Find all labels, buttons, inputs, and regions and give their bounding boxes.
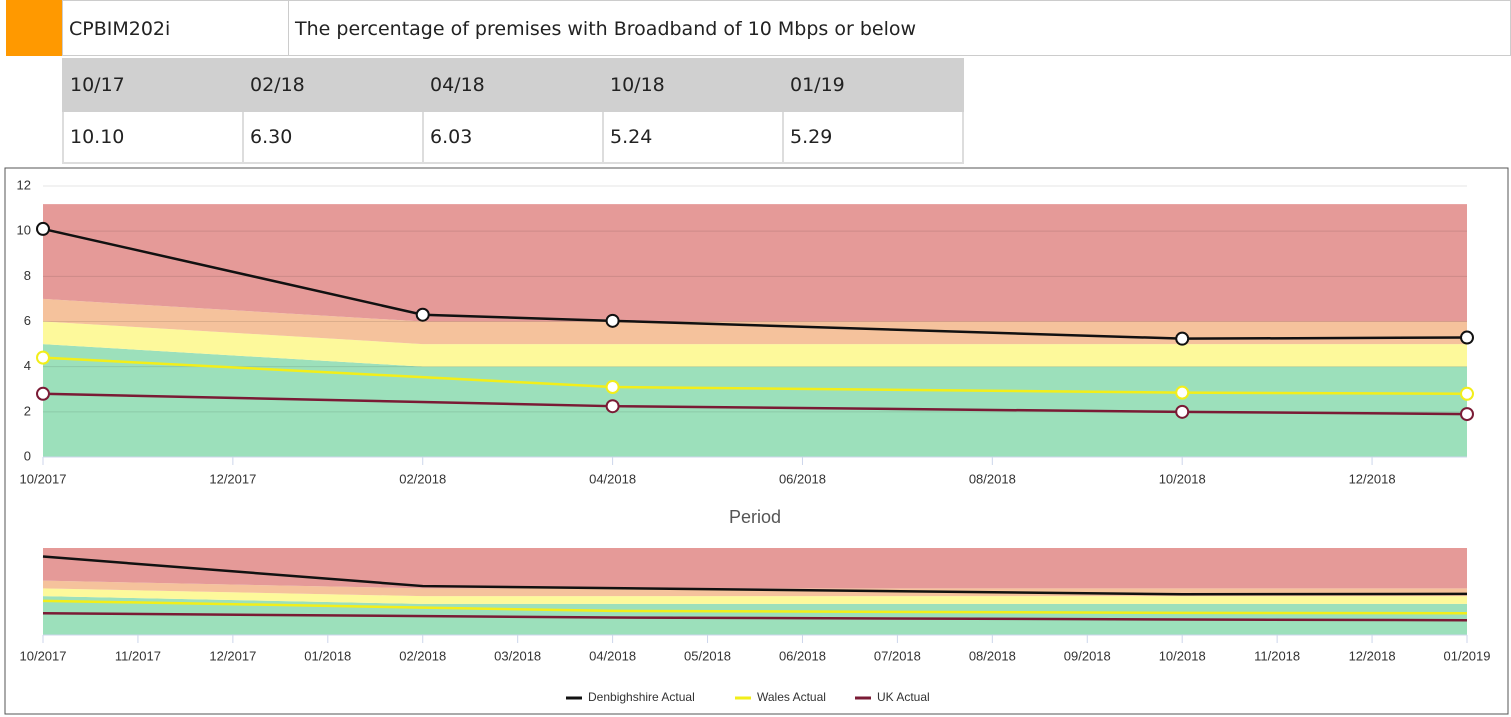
x-tick-label: 12/2018 xyxy=(1349,471,1396,486)
y-tick-label: 8 xyxy=(24,268,31,283)
row: 10.10 6.30 6.03 5.24 5.29 xyxy=(62,110,964,164)
nav-tick-label: 08/2018 xyxy=(969,648,1016,663)
x-tick-label: 08/2018 xyxy=(969,471,1016,486)
column-header: 02/18 xyxy=(242,58,424,112)
nav-line xyxy=(42,599,1468,615)
x-tick-label: 12/2017 xyxy=(209,471,256,486)
legend-label: UK Actual xyxy=(877,690,930,704)
chart-frame xyxy=(4,167,1509,715)
nav-tick-label: 10/2017 xyxy=(20,648,67,663)
nav-tick-label: 12/2017 xyxy=(209,648,256,663)
nav-tick-label: 04/2018 xyxy=(589,648,636,663)
x-tick-label: 02/2018 xyxy=(399,471,446,486)
marker xyxy=(36,221,50,236)
line xyxy=(42,392,1468,416)
nav-line xyxy=(42,555,1468,596)
nav-tick-label: 02/2018 xyxy=(399,648,446,663)
nav-tick-label: 03/2018 xyxy=(494,648,541,663)
marker xyxy=(605,399,620,414)
line xyxy=(42,356,1468,396)
band xyxy=(43,321,1467,367)
value-table: 10/17 02/18 04/18 10/18 01/19 10.10 6.30 6.03 5.… xyxy=(62,58,964,164)
nav-band xyxy=(43,588,1467,604)
column-header: 10/18 xyxy=(602,58,784,112)
nav-tick-label: 06/2018 xyxy=(779,648,826,663)
cell: 10.10 xyxy=(62,110,244,164)
y-tick-label: 12 xyxy=(17,177,31,192)
marker xyxy=(1460,330,1474,345)
cell: 6.03 xyxy=(422,110,604,164)
cell: 5.29 xyxy=(782,110,964,164)
x-tick-label: 10/2017 xyxy=(20,471,67,486)
band xyxy=(43,204,1467,322)
marker xyxy=(1460,386,1474,401)
nav-tick-label: 01/2018 xyxy=(304,648,351,663)
y-tick-label: 6 xyxy=(24,313,31,328)
marker xyxy=(605,313,620,328)
y-tick-label: 10 xyxy=(17,223,31,238)
marker xyxy=(1175,404,1190,419)
cell: 6.30 xyxy=(242,110,424,164)
nav-band xyxy=(43,596,1467,635)
marker xyxy=(605,379,620,394)
y-tick-label: 0 xyxy=(24,448,31,463)
legend-label: Denbighshire Actual xyxy=(588,690,695,704)
nav-band xyxy=(43,580,1467,597)
column-header: 04/18 xyxy=(422,58,604,112)
marker xyxy=(1175,331,1190,346)
column-header: 10/17 xyxy=(62,58,244,112)
marker xyxy=(1175,385,1190,400)
nav-tick-label: 10/2018 xyxy=(1159,648,1206,663)
legend-label: Wales Actual xyxy=(757,690,826,704)
x-tick-label: 04/2018 xyxy=(589,471,636,486)
nav-tick-label: 11/2017 xyxy=(115,648,161,663)
cell: 5.24 xyxy=(602,110,784,164)
nav-tick-label: 09/2018 xyxy=(1064,648,1111,663)
status-swatch xyxy=(6,0,62,56)
nav-tick-label: 01/2019 xyxy=(1444,648,1491,663)
x-tick-label: 10/2018 xyxy=(1159,471,1206,486)
band xyxy=(43,344,1467,457)
column-header: 01/19 xyxy=(782,58,964,112)
nav-tick-label: 11/2018 xyxy=(1254,648,1300,663)
x-tick-label: 06/2018 xyxy=(779,471,826,486)
y-tick-label: 4 xyxy=(24,358,31,373)
nav-band xyxy=(43,548,1467,589)
nav-tick-label: 05/2018 xyxy=(684,648,731,663)
y-tick-label: 2 xyxy=(24,403,31,418)
x-axis-title: Period xyxy=(729,507,781,527)
nav-tick-label: 12/2018 xyxy=(1349,648,1396,663)
nav-line xyxy=(42,612,1468,622)
header-row: 10/17 02/18 04/18 10/18 01/19 xyxy=(62,58,964,112)
marker xyxy=(36,386,50,401)
marker xyxy=(415,307,430,322)
nav-tick-label: 07/2018 xyxy=(874,648,921,663)
marker xyxy=(36,350,50,365)
marker xyxy=(1460,407,1474,422)
